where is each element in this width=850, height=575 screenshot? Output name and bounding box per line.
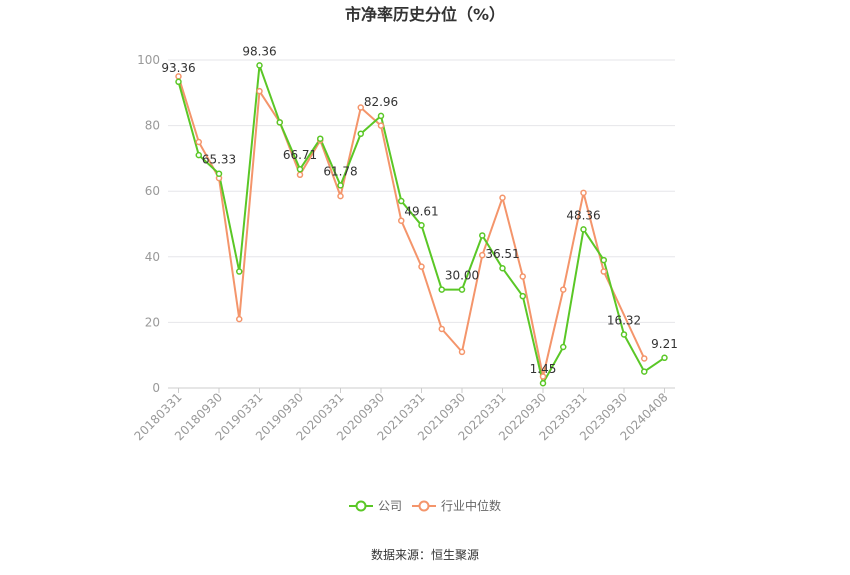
data-point [215,170,223,177]
data-point [296,165,304,173]
data-point [479,251,486,259]
axes: 0204060801002018033120180930201903312019… [132,53,675,443]
legend-label: 公司 [378,499,402,513]
data-point [175,78,182,86]
data-point [256,87,263,95]
data-point [539,373,547,380]
data-point [438,286,445,293]
data-label: 82.96 [364,95,398,109]
data-point [438,325,445,333]
data-point [499,194,506,202]
data-point [236,268,243,275]
y-tick-label: 40 [145,250,160,264]
data-label: 61.78 [323,164,357,178]
y-tick-label: 0 [152,381,160,395]
series-line [177,76,646,378]
data-point [357,130,364,138]
legend-label: 行业中位数 [441,498,501,513]
data-label: 16.32 [607,313,641,327]
data-point [519,292,526,300]
data-label: 1.45 [530,362,557,376]
data-point [256,62,263,69]
data-point [357,104,364,111]
data-point [458,286,466,293]
data-point [499,264,506,272]
data-point [519,273,526,280]
data-label: 49.61 [404,204,438,218]
data-point [276,119,283,126]
data-point [641,368,648,375]
data-labels: 93.36 65.33 98.36 66.71 61.78 82.96 49.61 30.00… [161,44,678,376]
data-point [661,354,668,362]
data-point [377,112,385,120]
data-point [418,222,425,229]
data-label: 36.51 [485,247,519,261]
data-point [560,343,567,351]
y-tick-label: 100 [137,53,160,67]
data-point [398,197,405,205]
data-point [337,182,344,189]
data-point [458,348,466,356]
data-point [600,256,607,264]
data-label: 66.71 [283,148,317,162]
data-label: 98.36 [242,44,276,58]
legend-item[interactable]: 行业中位数 [412,498,501,513]
legend-marker [355,500,367,512]
data-label: 30.00 [445,269,479,283]
data-point [580,189,587,197]
data-point [418,263,425,270]
data-point [560,286,567,293]
data-label: 48.36 [566,208,600,222]
series-points [175,62,668,387]
data-point [620,331,628,338]
y-tick-label: 20 [145,315,160,329]
grid [168,59,675,323]
data-point [641,355,648,362]
data-point [600,268,607,275]
data-label: 93.36 [161,61,195,75]
data-label: 65.33 [202,153,236,167]
source-text: 数据来源：恒生聚源 [371,547,479,562]
data-point [317,135,324,142]
data-point [580,226,587,233]
data-label: 9.21 [651,337,678,351]
data-point [195,138,202,146]
y-tick-label: 60 [145,184,160,198]
chart-title: 市净率历史分位（%） [345,5,505,24]
data-point [236,315,243,323]
legend[interactable]: 公司 行业中位数 [349,498,501,513]
data-point [337,192,344,200]
legend-marker [418,500,430,512]
legend-item[interactable]: 公司 [349,499,402,513]
data-point [377,122,385,129]
data-point [296,171,304,179]
data-point [539,379,547,387]
data-point [195,151,202,159]
data-point [479,232,486,239]
y-tick-label: 80 [145,119,160,133]
data-point [398,217,405,224]
